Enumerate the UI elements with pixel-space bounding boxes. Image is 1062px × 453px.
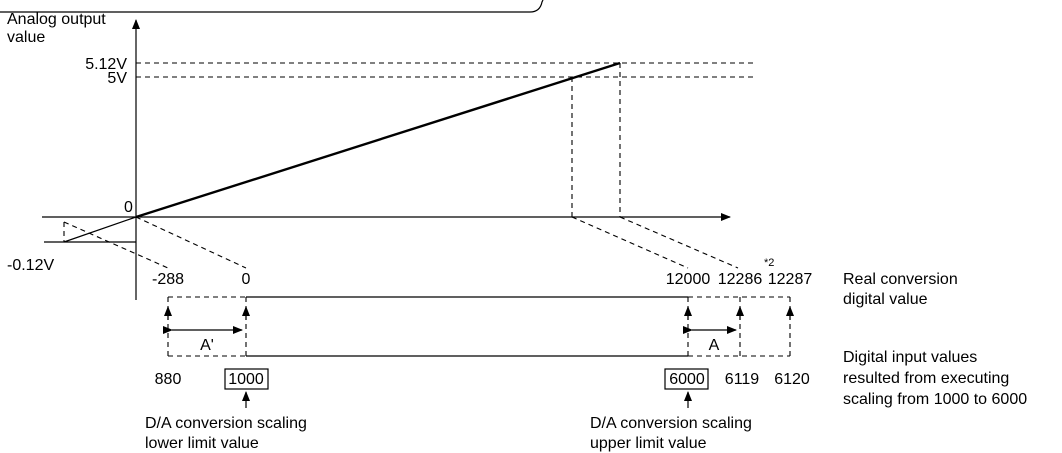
input-value-1000: 1000: [228, 371, 264, 388]
y-axis-title-line1: Analog output: [7, 11, 106, 28]
characteristic-negative-segment: [63, 216, 137, 243]
upper-limit-note-line1: D/A conversion scaling: [590, 415, 752, 432]
proj-neg288: [63, 221, 169, 269]
real-label-line2: digital value: [843, 291, 928, 308]
input-label-line1: Digital input values: [843, 349, 977, 366]
range-a-prime-label: A': [200, 337, 214, 354]
real-value-neg288: -288: [152, 271, 184, 288]
proj-12000: [571, 216, 689, 269]
proj-12286: [619, 216, 739, 269]
input-value-6119: 6119: [725, 371, 760, 388]
real-value-12000: 12000: [666, 271, 711, 288]
real-value-0: 0: [242, 271, 251, 288]
input-1000-box: [224, 368, 269, 390]
real-value-12286: 12286: [718, 271, 763, 288]
tick-neg-0-12v: -0.12V: [7, 257, 54, 274]
upper-limit-note-line2: upper limit value: [590, 435, 707, 452]
tick-5v: 5V: [107, 70, 127, 87]
real-label-line1: Real conversion: [843, 271, 958, 288]
proj-zero: [135, 216, 247, 269]
y-axis-title-line2: value: [7, 29, 45, 46]
input-value-6000: 6000: [669, 371, 705, 388]
tick-origin: 0: [124, 199, 133, 216]
lower-limit-note-line2: lower limit value: [145, 435, 259, 452]
input-6000-box: [664, 368, 709, 390]
range-a-label: A: [709, 337, 720, 354]
note-2: *2: [764, 257, 774, 269]
input-label-line2: resulted from executing: [843, 370, 1009, 387]
lower-limit-note-line1: D/A conversion scaling: [145, 415, 307, 432]
title-box-border: [0, 0, 544, 13]
characteristic-line: [135, 61, 621, 219]
input-value-880: 880: [155, 371, 182, 388]
real-value-12287: 12287: [768, 271, 813, 288]
tick-5-12v: 5.12V: [85, 56, 127, 73]
input-value-6120: 6120: [774, 371, 810, 388]
input-label-line3: scaling from 1000 to 6000: [843, 391, 1027, 408]
